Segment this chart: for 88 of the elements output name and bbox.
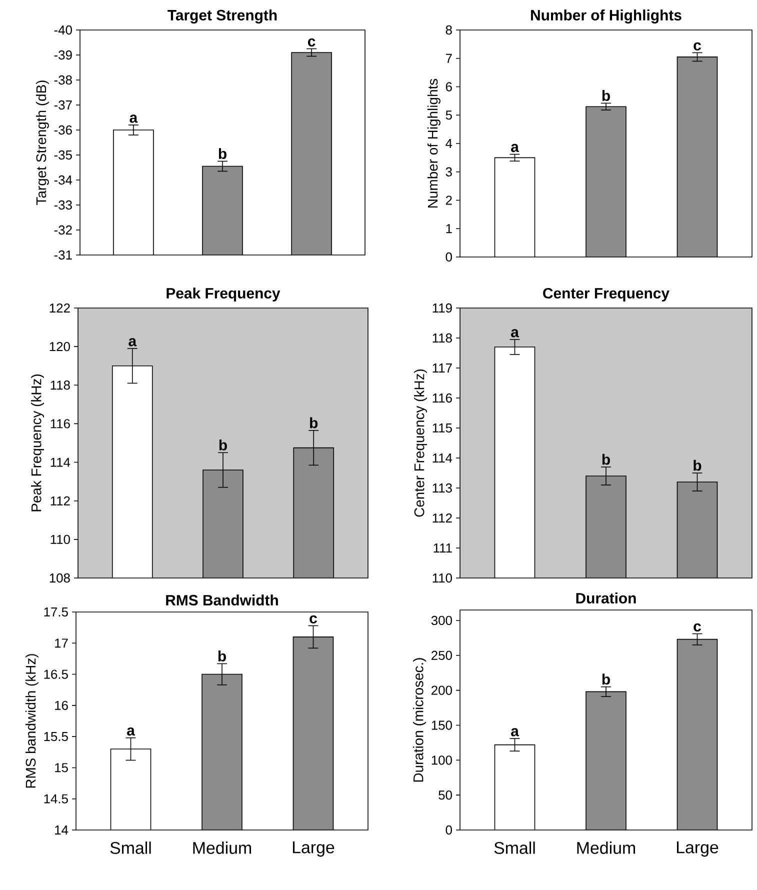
y-tick-label: -32 [54, 225, 72, 235]
x-tick-label: Medium [577, 842, 636, 854]
y-tick-label: 117 [432, 364, 452, 372]
annotation: a [511, 728, 520, 736]
y-tick-label: 16.5 [44, 670, 68, 679]
y-tick-label: 112 [432, 513, 452, 523]
y-tick-label: 4 [446, 139, 452, 148]
y-tick-label: 8 [446, 25, 452, 35]
y-tick-label: -33 [54, 200, 72, 210]
y-axis-title: Number of Highlights [427, 78, 440, 208]
annotation: a [128, 338, 137, 346]
annotation: b [602, 674, 610, 685]
annotation: a [511, 329, 520, 338]
y-tick-label: 5 [446, 110, 452, 120]
y-tick-label: 7 [446, 54, 452, 63]
y-tick-label: 122 [50, 303, 70, 313]
y-tick-label: 200 [432, 686, 452, 695]
y-tick-label: 6 [446, 82, 452, 92]
y-tick-label: 0 [446, 825, 452, 835]
y-tick-label: 17 [55, 638, 68, 648]
y-axis-title: RMS bandwidth (kHz) [25, 654, 38, 788]
y-tick-label: 118 [432, 333, 452, 343]
y-tick-label: -40 [54, 25, 72, 35]
annotation: b [602, 454, 610, 465]
y-tick-label: 111 [434, 544, 452, 552]
y-tick-label: 120 [50, 342, 70, 352]
annotation: b [218, 650, 226, 662]
y-tick-label: -34 [54, 175, 72, 185]
y-tick-label: 118 [50, 380, 70, 390]
annotation: a [130, 114, 138, 123]
x-tick-label: Large [676, 842, 718, 857]
y-tick-label: 116 [50, 419, 70, 428]
y-tick-label: 14 [55, 826, 68, 834]
y-axis-title: Target Strength (dB) [36, 80, 49, 205]
y-tick-label: 110 [432, 573, 452, 583]
chart-title: Number of Highlights [531, 10, 682, 24]
chart-title: Duration [576, 592, 636, 604]
y-tick-label: 112 [50, 496, 70, 506]
y-tick-label: -36 [54, 125, 72, 135]
x-tick-label: Large [292, 842, 334, 857]
y-axis-title: Peak Frequency (kHz) [31, 374, 44, 512]
y-tick-label: 113 [432, 483, 452, 493]
annotation: a [511, 144, 520, 152]
chart-title: Peak Frequency [166, 288, 280, 302]
chart-title: Target Strength [168, 10, 277, 24]
y-tick-label: 250 [432, 650, 452, 660]
y-tick-label: 15.5 [44, 732, 68, 742]
y-tick-label: 119 [432, 303, 452, 313]
annotation: b [602, 90, 610, 101]
annotation: b [218, 148, 226, 160]
x-tick-label: Small [494, 842, 535, 854]
y-tick-label: 115 [432, 423, 452, 433]
y-tick-label: 14.5 [44, 794, 68, 804]
y-tick-label: 300 [431, 616, 452, 626]
y-tick-label: -37 [54, 100, 72, 110]
annotation: b [219, 439, 227, 450]
y-tick-label: 3 [446, 167, 452, 176]
annotation: b [310, 417, 318, 428]
annotation: c [694, 623, 701, 632]
y-tick-label: 116 [432, 393, 452, 403]
annotation: c [308, 38, 316, 47]
y-tick-label: 15 [55, 763, 68, 772]
y-tick-label: 16 [55, 700, 68, 710]
annotation: a [127, 727, 135, 736]
y-tick-label: -35 [54, 150, 72, 160]
y-tick-label: -38 [54, 75, 72, 85]
y-tick-label: -31 [54, 250, 72, 260]
annotation: c [694, 42, 701, 50]
y-axis-title: Center Frequency (kHz) [414, 369, 427, 517]
y-tick-label: 50 [438, 790, 452, 800]
annotation: b [694, 460, 702, 471]
y-tick-label: 150 [432, 720, 452, 730]
y-axis-title: Duration (microsec.) [413, 658, 426, 782]
y-tick-label: 108 [50, 573, 70, 583]
y-tick-label: 0 [446, 252, 452, 262]
y-tick-label: 2 [446, 196, 452, 205]
y-tick-label: 17.5 [44, 607, 68, 617]
y-tick-label: 110 [50, 534, 70, 544]
y-tick-label: -39 [54, 50, 72, 60]
chart-title: RMS Bandwidth [166, 594, 278, 606]
annotation: c [310, 615, 317, 624]
y-tick-label: 114 [432, 454, 452, 462]
x-tick-label: Small [110, 842, 151, 854]
chart-title: Center Frequency [543, 288, 670, 302]
y-tick-label: 100 [432, 756, 452, 765]
y-tick-label: 1 [446, 224, 452, 234]
x-tick-label: Medium [193, 842, 251, 854]
y-tick-label: 114 [50, 458, 70, 467]
